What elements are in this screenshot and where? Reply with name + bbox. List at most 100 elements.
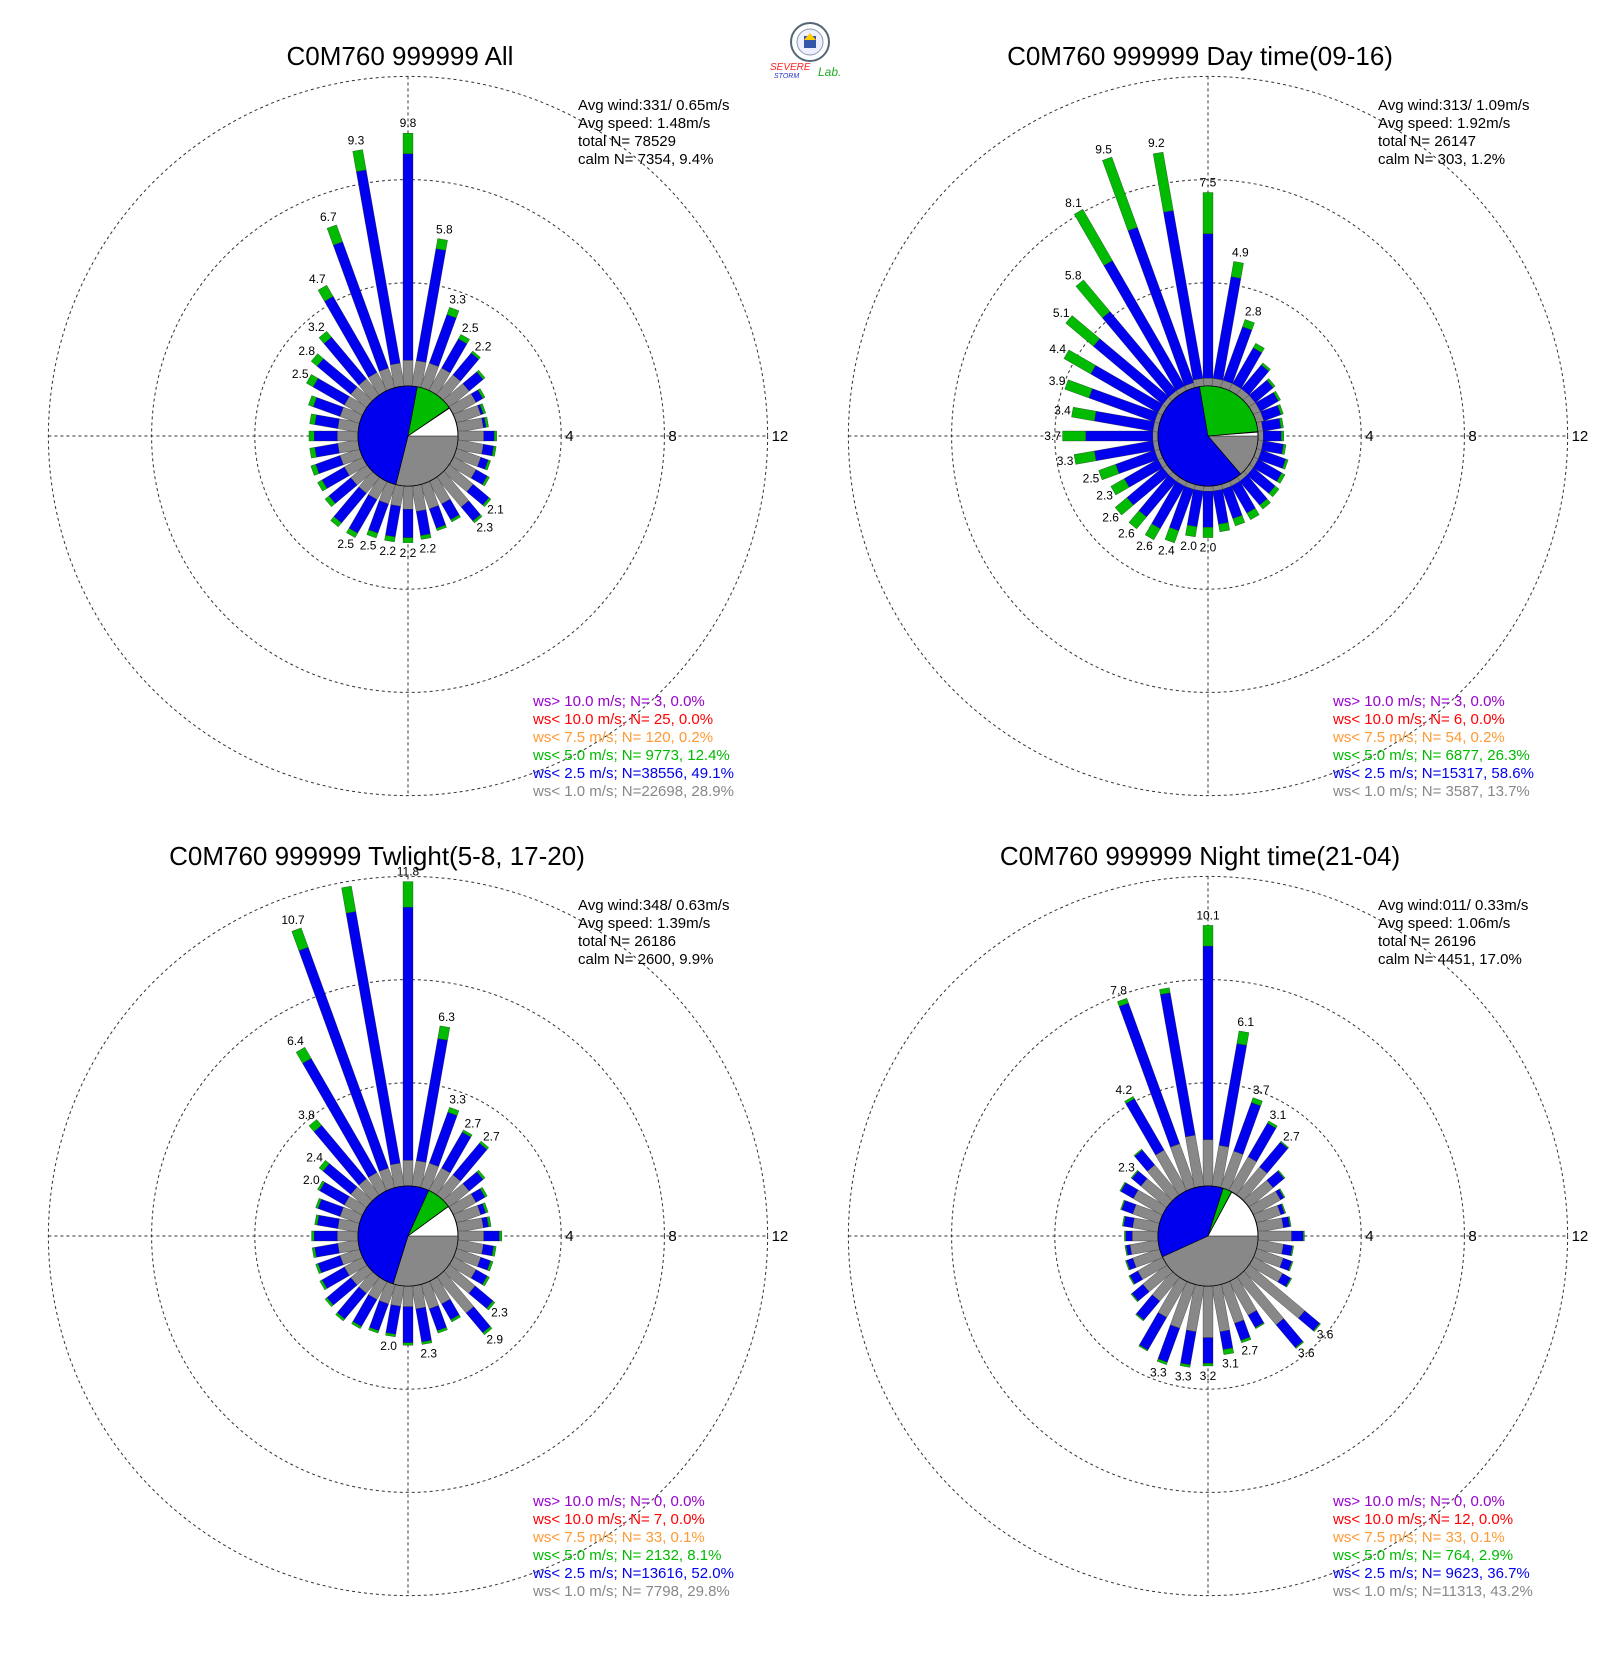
bar-segment xyxy=(436,1327,448,1334)
bar-segment xyxy=(324,495,336,508)
legend-entry: ws< 10.0 m/s; N= 7, 0.0% xyxy=(532,1511,705,1528)
direction-bar xyxy=(453,1202,489,1224)
bar-segment xyxy=(1277,404,1284,415)
bar-segment xyxy=(314,443,340,458)
direction-bar xyxy=(1110,456,1168,496)
direction-bar xyxy=(448,1256,490,1287)
bar-segment xyxy=(318,331,332,344)
legend-entry: ws< 7.5 m/s; N= 54, 0.2% xyxy=(1332,729,1505,746)
bar-value-label: 4.7 xyxy=(309,272,326,286)
bar-value-label: 3.6 xyxy=(1298,1346,1315,1360)
bar-value-label: 2.4 xyxy=(1158,544,1175,558)
bar-segment xyxy=(1266,378,1276,389)
bar-segment xyxy=(482,1202,489,1214)
bar-segment xyxy=(1288,1261,1294,1272)
bar-value-label: 3.3 xyxy=(1175,1369,1192,1383)
bar-segment xyxy=(1202,1337,1214,1364)
bar-segment xyxy=(486,1216,492,1228)
bar-value-label: 2.3 xyxy=(420,1347,437,1361)
bar-segment xyxy=(447,1107,460,1116)
direction-bar xyxy=(384,484,405,543)
bar-value-label: 2.8 xyxy=(298,344,315,358)
direction-bar xyxy=(309,413,360,433)
legend-entry: ws< 7.5 m/s; N= 120, 0.2% xyxy=(532,729,713,746)
direction-bar xyxy=(1248,390,1281,416)
stats-line: total N= 26196 xyxy=(1378,933,1476,950)
bar-segment xyxy=(1202,233,1214,379)
direction-bar xyxy=(1119,1181,1168,1216)
bar-segment xyxy=(481,1244,494,1257)
direction-bar xyxy=(1211,261,1244,388)
bar-segment xyxy=(446,307,460,319)
stats-line: Avg speed: 1.48m/s xyxy=(578,115,710,132)
bar-value-label: 2.7 xyxy=(1283,1130,1300,1144)
legend-entry: ws< 1.0 m/s; N=11313, 43.2% xyxy=(1332,1583,1533,1600)
direction-bar xyxy=(411,1025,451,1188)
bar-segment xyxy=(1119,1181,1127,1192)
bar-segment xyxy=(310,353,324,367)
bar-segment xyxy=(1063,349,1096,375)
pie-slice xyxy=(357,1185,430,1285)
ring-label: 4 xyxy=(565,428,573,445)
bar-segment xyxy=(483,1230,500,1242)
direction-bar xyxy=(1159,987,1205,1188)
bar-segment xyxy=(1313,1322,1321,1332)
bar-segment xyxy=(356,169,401,365)
bar-segment xyxy=(1218,522,1230,533)
stats-line: total N= 26186 xyxy=(578,933,676,950)
direction-bar xyxy=(310,448,363,476)
bar-segment xyxy=(1085,430,1153,442)
direction-bar xyxy=(1164,481,1196,544)
bar-value-label: 2.6 xyxy=(1136,539,1153,553)
bar-segment xyxy=(1133,1148,1143,1157)
severe-storm-lab-logo: SEVERE STORM Lab. xyxy=(760,20,860,82)
bar-segment xyxy=(1124,1096,1135,1104)
bar-segment xyxy=(1202,945,1214,1140)
bar-value-label: 2.3 xyxy=(1096,489,1113,503)
panel-title: C0M760 999999 Twlight(5-8, 17-20) xyxy=(169,841,585,871)
bar-value-label: 2.8 xyxy=(1245,305,1262,319)
bar-segment xyxy=(1110,478,1130,496)
bar-segment xyxy=(470,350,481,360)
direction-bar xyxy=(317,1180,368,1216)
bar-value-label: 3.1 xyxy=(1270,1108,1287,1122)
bar-value-label: 8.1 xyxy=(1065,196,1082,210)
direction-bar xyxy=(1114,464,1174,516)
direction-bar xyxy=(1122,1215,1160,1233)
stats-line: Avg wind:011/ 0.33m/s xyxy=(1378,897,1528,914)
direction-bar xyxy=(1253,1248,1294,1272)
bar-segment xyxy=(1164,527,1180,544)
pie-slice xyxy=(395,435,459,487)
bar-value-label: 3.2 xyxy=(308,320,325,334)
bar-segment xyxy=(337,430,359,442)
bar-value-label: 2.6 xyxy=(1118,526,1135,540)
bar-segment xyxy=(1124,1230,1126,1242)
bar-segment xyxy=(402,907,414,1161)
direction-bar xyxy=(319,1256,368,1291)
bar-value-label: 2.2 xyxy=(379,544,396,558)
bar-segment xyxy=(1075,279,1111,319)
direction-bar xyxy=(1256,1216,1292,1233)
stats-line: total N= 78529 xyxy=(578,133,676,150)
bar-segment xyxy=(484,459,491,471)
direction-bar xyxy=(318,1160,374,1208)
direction-bar xyxy=(1220,481,1245,527)
bar-segment xyxy=(385,1304,401,1335)
bar-value-label: 9.2 xyxy=(1148,136,1165,150)
bar-segment xyxy=(1202,192,1214,234)
bar-value-label: 2.2 xyxy=(419,541,436,555)
bar-value-label: 2.7 xyxy=(464,1117,481,1131)
bar-segment xyxy=(477,388,486,399)
bar-segment xyxy=(1159,987,1171,995)
direction-bar xyxy=(311,1230,359,1242)
direction-bar xyxy=(428,1129,473,1196)
bar-segment xyxy=(1128,1275,1136,1285)
range-ring xyxy=(47,75,769,797)
bar-segment xyxy=(1202,527,1214,538)
direction-bar xyxy=(436,1140,489,1202)
bar-segment xyxy=(1281,444,1287,455)
direction-bar xyxy=(1098,448,1163,481)
direction-bar xyxy=(448,456,490,487)
direction-bar xyxy=(352,149,405,388)
bar-segment xyxy=(402,1160,414,1187)
